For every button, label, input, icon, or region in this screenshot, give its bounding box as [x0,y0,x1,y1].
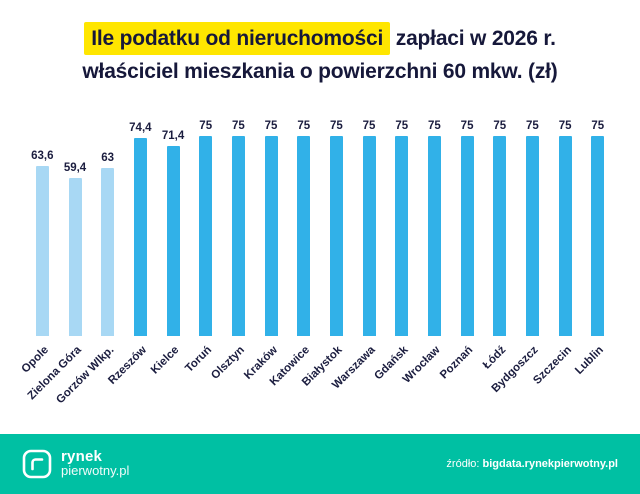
bar-value-label: 59,4 [63,162,87,174]
bar [101,168,115,336]
bar-column: 75 [549,120,582,336]
bar-column: 75 [581,120,614,336]
bar-value-label: 75 [591,120,605,132]
bar-column: 63,6 [26,150,59,336]
bar [427,136,441,336]
bar [460,136,474,336]
bar [329,136,343,336]
bar-column: 74,4 [124,122,157,336]
source-label: źródło: [446,458,483,470]
bar [493,136,507,336]
bar-column: 75 [385,120,418,336]
bar-column: 75 [418,120,451,336]
bar-value-label: 75 [329,120,343,132]
bar-column: 71,4 [157,130,190,336]
title-rest: zapłaci w 2026 r. [390,27,556,50]
bar-value-label: 75 [428,120,441,132]
category-label-cell: Lublin [573,336,614,422]
bar-column: 75 [320,120,353,336]
bar [264,136,278,336]
bar-value-label: 75 [264,120,278,132]
bar-value-label: 75 [460,120,474,132]
bar-column: 63 [91,152,124,336]
bar [35,166,49,336]
category-label: Łódź [480,344,509,372]
labels-row: Opole Zielona Góra Gorzów Wlkp. Rzeszów Kiel… [0,336,640,422]
bar [297,136,311,336]
chart-title: Ile podatku od nieruchomości zapłaci w 2… [0,0,640,88]
bar-value-label: 74,4 [129,122,152,134]
bar [362,136,376,336]
bar [395,136,409,336]
bar [199,136,213,336]
category-label-cell: Szczecin [531,336,582,422]
bar-value-label: 75 [526,120,539,132]
bar-value-label: 75 [362,120,376,132]
bar-value-label: 63 [101,152,115,164]
bar-column: 75 [483,120,516,336]
bar-value-label: 75 [558,120,572,132]
brand-icon [22,449,52,479]
brand-text: rynek pierwotny.pl [61,448,130,478]
bars-row: 63,6 59,4 63 74,4 71,4 75 75 75 75 75 75 75 75 75 75 75… [0,112,640,336]
category-label-cell: Poznań [438,336,484,422]
title-line-2: właściciel mieszkania o powierzchni 60 m… [82,60,558,83]
bar-value-label: 75 [395,120,409,132]
bar-column: 75 [516,120,549,336]
brand-logo: rynek pierwotny.pl [22,449,129,479]
bar [133,138,147,336]
source-text: źródło: bigdata.rynekpierwotny.pl [446,458,618,470]
bar [525,136,539,336]
bar-value-label: 71,4 [161,130,185,142]
bar-value-label: 75 [297,120,311,132]
source-value: bigdata.rynekpierwotny.pl [482,458,619,470]
category-label: Opole [19,344,51,376]
brand-name-line2: pierwotny.pl [61,463,130,478]
bar-chart: 63,6 59,4 63 74,4 71,4 75 75 75 75 75 75 75 75 75 75 75… [0,112,640,422]
bar-value-label: 63,6 [31,150,54,162]
bar-value-label: 75 [199,120,213,132]
bar-column: 75 [451,120,484,336]
footer: rynek pierwotny.pl źródło: bigdata.rynek… [0,434,640,494]
bar-value-label: 75 [231,120,245,132]
brand-name-line1: rynek [61,448,103,465]
bar-column: 75 [189,120,222,336]
category-label-cell: Rzeszów [106,336,157,422]
bar-column: 75 [287,120,320,336]
bar [558,136,572,336]
bar-column: 75 [353,120,386,336]
title-highlight: Ile podatku od nieruchomości [84,22,391,55]
bar [166,146,180,336]
title-line-1: Ile podatku od nieruchomości zapłaci w 2… [0,22,640,55]
bar-value-label: 75 [493,120,507,132]
bar-column: 75 [255,120,288,336]
bar [591,136,605,336]
bar-column: 75 [222,120,255,336]
bar [68,178,82,336]
bar [231,136,245,336]
category-label-cell: Kielce [149,336,190,422]
bar-column: 59,4 [59,162,92,336]
